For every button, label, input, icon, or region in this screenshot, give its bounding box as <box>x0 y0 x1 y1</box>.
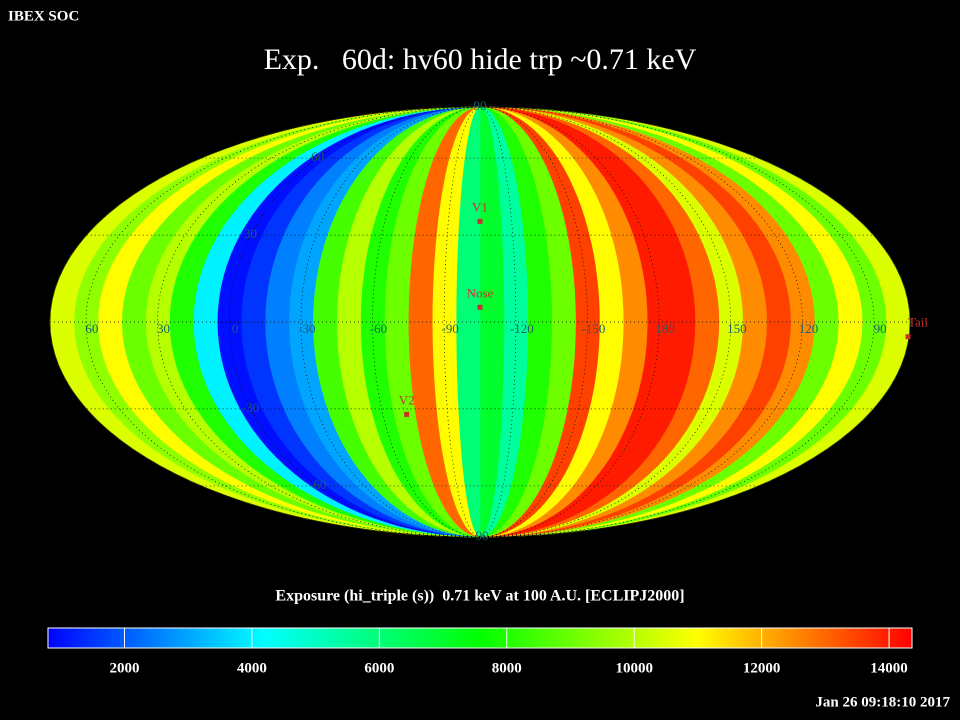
marker-label: V1 <box>472 199 488 214</box>
meridian <box>479 106 803 538</box>
marker <box>404 411 410 417</box>
longitude-label: 90 <box>874 321 887 336</box>
longitude-label: -150 <box>582 321 606 336</box>
meridian <box>479 106 660 538</box>
map-outline <box>49 106 911 538</box>
timestamp: Jan 26 09:18:10 2017 <box>815 694 950 710</box>
marker <box>477 218 483 224</box>
longitude-label: 60 <box>85 321 98 336</box>
marker <box>905 334 911 340</box>
longitude-label: -90 <box>441 321 458 336</box>
colorbar-tick-label: 6000 <box>364 660 394 676</box>
colorbar-tick-label: 10000 <box>615 660 653 676</box>
source: IBEX SOC <box>8 8 79 24</box>
meridian <box>300 106 481 538</box>
marker-label: Nose <box>467 285 494 300</box>
longitude-label: 0 <box>232 321 239 336</box>
longitude-label: 150 <box>727 321 747 336</box>
colorbar-tick-label: 14000 <box>870 660 908 676</box>
colorbar-tick-label: 4000 <box>237 660 267 676</box>
colorbar-label: Exposure (hi_triple (s)) 0.71 keV at 100… <box>275 588 684 605</box>
meridian <box>157 106 481 538</box>
longitude-label: -120 <box>510 321 534 336</box>
longitude-label: 180 <box>655 321 675 336</box>
longitude-label: 30 <box>157 321 170 336</box>
colorbar-tick-label: 8000 <box>492 660 522 676</box>
title: Exp. 60d: hv60 hide trp ~0.71 keV <box>264 43 697 76</box>
marker-label: Tail <box>908 315 928 330</box>
longitude-label: 120 <box>799 321 819 336</box>
marker-label: V2 <box>399 392 415 407</box>
meridian <box>479 106 588 538</box>
longitude-label: -60 <box>370 321 387 336</box>
meridian <box>372 106 481 538</box>
latitude-label: -90 <box>471 528 488 543</box>
colorbar-bar <box>47 627 913 649</box>
latitude-label: 30 <box>244 226 257 241</box>
latitude-label: 60 <box>311 149 324 164</box>
latitude-label: 90 <box>474 98 487 113</box>
colorbar-tick-label: 2000 <box>109 660 139 676</box>
sky-map: 60 30 0 -30 -60 -90 -120 -150 180 150 120 90 90 60 30 -… <box>49 98 928 543</box>
latitude-label: -30 <box>242 400 259 415</box>
latitude-label: -60 <box>309 477 326 492</box>
colorbar-tick-label: 12000 <box>743 660 781 676</box>
meridian <box>85 106 481 538</box>
marker <box>477 304 483 310</box>
longitude-label: -30 <box>298 321 315 336</box>
colorbar: 2000 4000 6000 8000 10000 12000 14000 <box>47 627 913 676</box>
